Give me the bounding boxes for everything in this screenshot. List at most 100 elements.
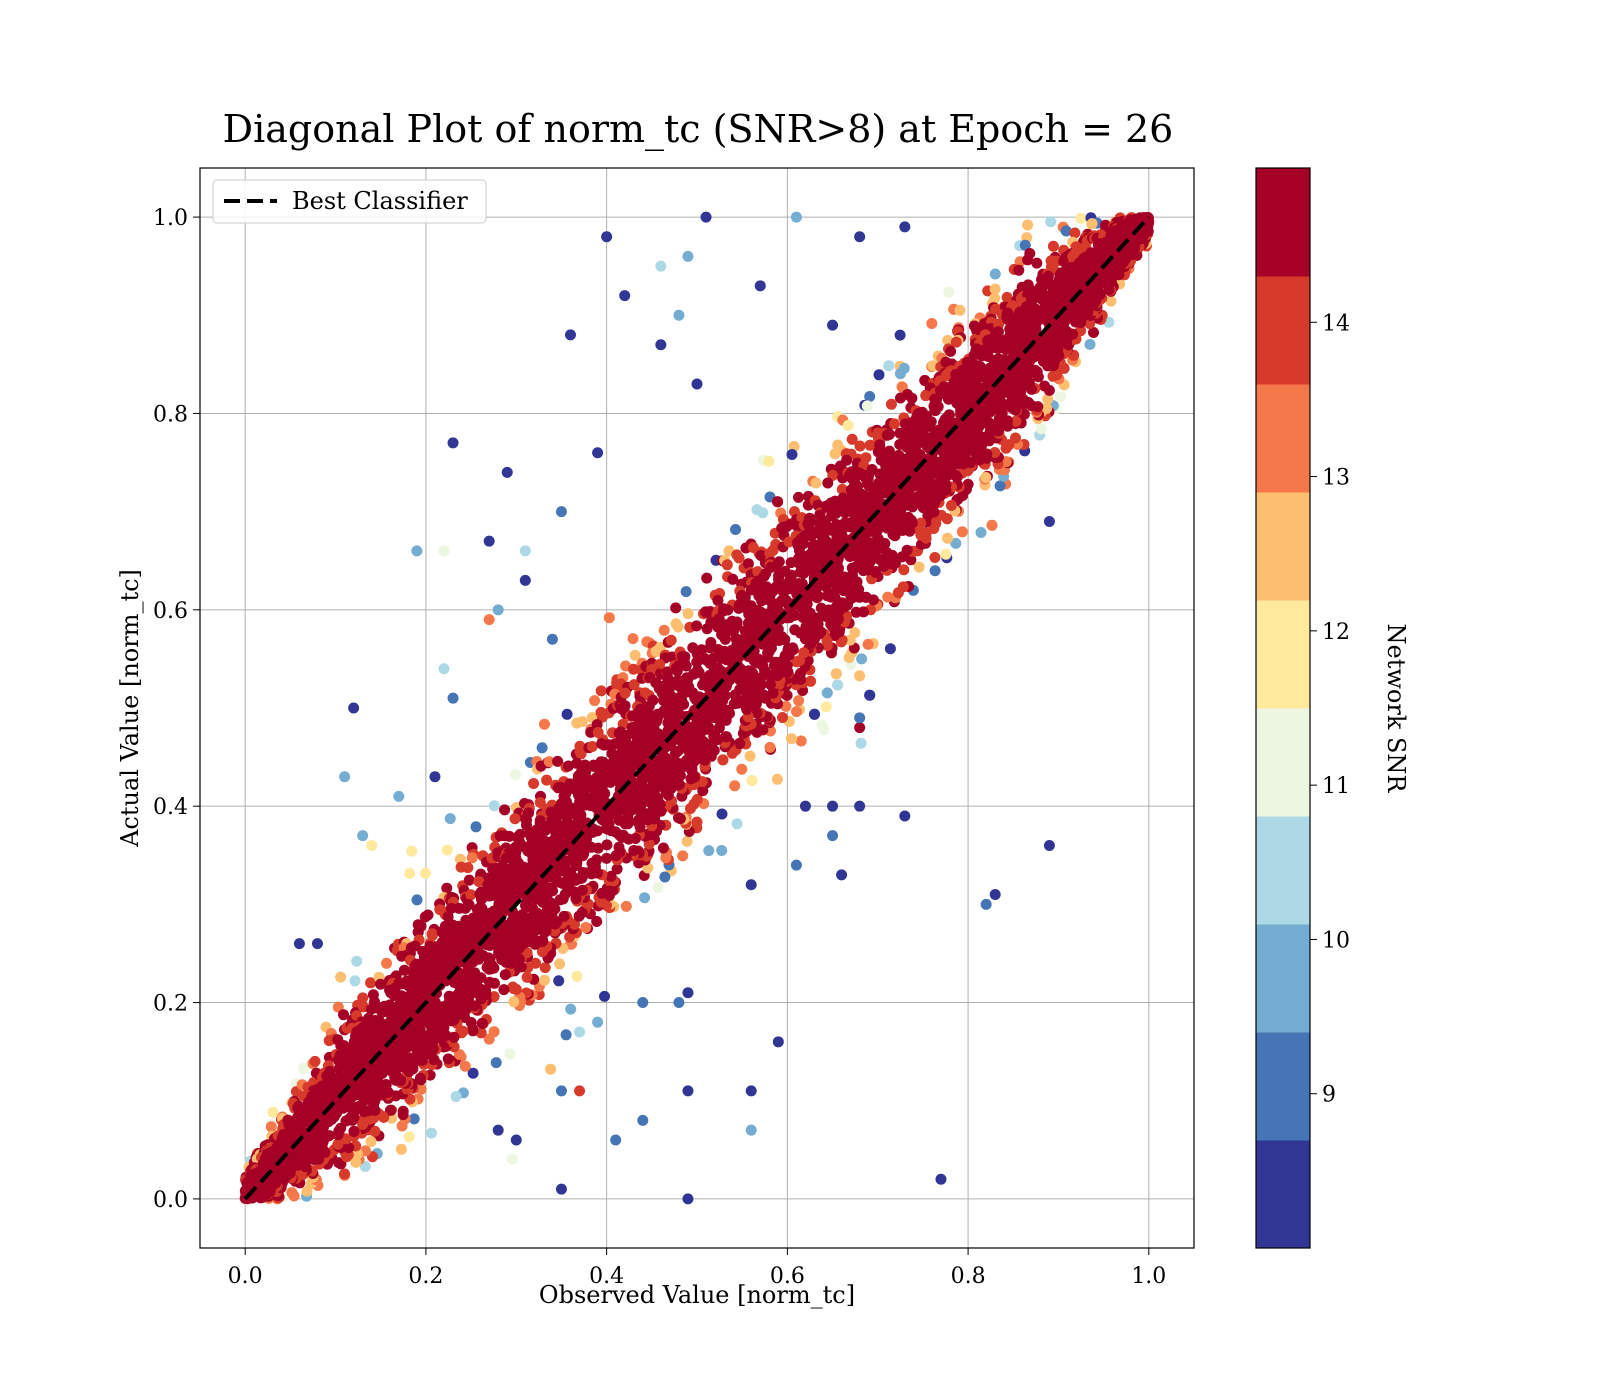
scatter-point <box>365 977 377 989</box>
scatter-point <box>855 737 867 749</box>
scatter-point <box>962 478 974 490</box>
scatter-point <box>764 741 776 753</box>
scatter-point <box>343 1142 355 1154</box>
scatter-point <box>727 573 739 585</box>
scatter-point <box>929 565 941 577</box>
scatter-point <box>842 420 854 431</box>
scatter-point <box>1013 264 1025 276</box>
scatter-point <box>989 283 1001 295</box>
scatter-point <box>411 894 423 906</box>
scatter-point <box>536 742 548 754</box>
scatter-point <box>849 627 861 639</box>
scatter-point <box>703 845 715 857</box>
scatter-point <box>913 561 925 573</box>
scatter-point <box>620 900 632 912</box>
scatter-point <box>1042 393 1054 405</box>
plot-area <box>199 167 1195 1249</box>
scatter-point <box>677 850 689 862</box>
scatter-point <box>822 477 834 489</box>
scatter-point <box>450 1091 462 1102</box>
scatter-point <box>680 586 692 598</box>
scatter-point <box>1039 380 1050 392</box>
scatter-point <box>691 816 703 828</box>
scatter-point <box>657 842 669 854</box>
scatter-point <box>793 491 804 503</box>
scatter-point <box>627 633 639 645</box>
scatter-point <box>473 876 485 887</box>
scatter-point <box>267 1106 279 1118</box>
scatter-point <box>297 1062 309 1074</box>
scatter-point <box>841 454 853 466</box>
scatter-point <box>576 907 588 918</box>
scatter-point <box>746 775 758 786</box>
scatter-point <box>543 756 555 768</box>
scatter-point <box>596 887 608 899</box>
scatter-point <box>404 868 416 879</box>
scatter-point <box>882 591 894 603</box>
scatter-point <box>397 1105 409 1117</box>
scatter-point <box>1105 295 1117 307</box>
scatter-point <box>861 400 873 412</box>
scatter-point <box>830 668 842 680</box>
scatter-point <box>758 570 770 582</box>
scatter-point <box>509 769 521 780</box>
scatter-point <box>265 1121 277 1133</box>
scatter-point <box>603 612 615 624</box>
scatter-point <box>712 595 724 606</box>
scatter-point <box>777 712 788 723</box>
scatter-point <box>905 554 917 566</box>
scatter-point <box>810 477 822 489</box>
scatter-point <box>926 318 938 329</box>
scatter-point <box>628 679 640 691</box>
scatter-point <box>719 633 731 645</box>
scatter-point <box>789 624 801 636</box>
scatter-point <box>809 708 820 720</box>
scatter-point <box>864 391 876 402</box>
scatter-point <box>422 909 434 921</box>
scatter-point <box>883 360 895 372</box>
scatter-point <box>846 562 858 574</box>
scatter-point <box>729 780 741 792</box>
scatter-point <box>442 1053 454 1065</box>
scatter-point <box>488 800 500 812</box>
scatter-point <box>929 405 941 417</box>
scatter-point <box>1084 338 1096 350</box>
scatter-point <box>956 526 968 538</box>
scatter-point <box>691 620 703 632</box>
scatter-point <box>444 813 456 825</box>
scatter-point <box>975 527 987 538</box>
scatter-point <box>339 1168 350 1180</box>
scatter-point <box>591 916 603 927</box>
scatter-point <box>670 602 682 614</box>
scatter-point <box>426 1127 437 1139</box>
scatter-point <box>945 500 957 511</box>
scatter-point <box>786 733 797 745</box>
scatter-point <box>445 902 457 914</box>
scatter-point <box>672 621 684 633</box>
scatter-point <box>897 581 909 593</box>
scatter-point <box>673 812 684 824</box>
scatter-point <box>716 808 728 820</box>
scatter-point <box>943 286 955 298</box>
scatter-point <box>470 821 482 833</box>
scatter-point <box>309 1055 321 1067</box>
scatter-point <box>589 695 601 707</box>
scatter-point <box>1086 218 1098 230</box>
scatter-point <box>1010 415 1022 427</box>
scatter-point <box>443 990 455 1002</box>
scatter-point <box>586 857 598 869</box>
scatter-point <box>767 544 779 556</box>
scatter-point <box>901 544 913 556</box>
scatter-point <box>945 345 957 357</box>
scatter-point <box>1060 225 1072 237</box>
scatter-point <box>885 398 897 410</box>
scatter-point <box>552 755 564 767</box>
scatter-point <box>771 773 783 785</box>
scatter-point <box>873 369 885 381</box>
scatter-point <box>507 981 519 993</box>
scatter-point <box>528 778 540 789</box>
scatter-point <box>894 368 906 380</box>
scatter-point <box>463 874 475 886</box>
scatter-point <box>628 663 639 675</box>
scatter-point <box>619 700 631 712</box>
